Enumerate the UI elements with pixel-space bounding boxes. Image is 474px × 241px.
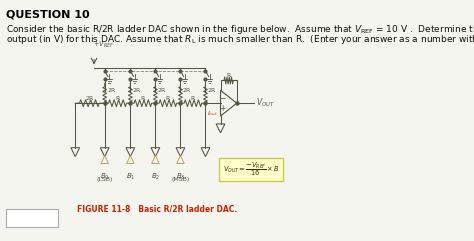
Text: $+V_{REF}$: $+V_{REF}$ bbox=[93, 40, 114, 50]
Text: $V_{OUT}$: $V_{OUT}$ bbox=[255, 97, 274, 109]
Text: 2R: 2R bbox=[133, 88, 141, 93]
Text: $B_0$: $B_0$ bbox=[100, 171, 109, 182]
Text: FIGURE 11-8   Basic R/2R ladder DAC.: FIGURE 11-8 Basic R/2R ladder DAC. bbox=[76, 204, 237, 213]
Text: $I_{out}$: $I_{out}$ bbox=[208, 109, 219, 118]
Text: QUESTION 10: QUESTION 10 bbox=[6, 9, 90, 19]
Text: R: R bbox=[166, 96, 170, 101]
Text: Consider the basic R/2R ladder DAC shown in the figure below.  Assume that $V_{\: Consider the basic R/2R ladder DAC shown… bbox=[6, 23, 474, 36]
FancyBboxPatch shape bbox=[6, 209, 58, 227]
Text: $B_3$: $B_3$ bbox=[176, 171, 185, 182]
Text: 2R: 2R bbox=[107, 88, 116, 93]
Text: $V_{OUT} = \dfrac{-V_{REF}}{16} \times B$: $V_{OUT} = \dfrac{-V_{REF}}{16} \times B… bbox=[223, 161, 280, 178]
Text: 2R: 2R bbox=[183, 88, 191, 93]
Text: R: R bbox=[141, 96, 145, 101]
Text: +: + bbox=[219, 104, 226, 113]
Text: R: R bbox=[227, 73, 231, 78]
Text: $B_2$: $B_2$ bbox=[151, 171, 160, 182]
Text: 2R: 2R bbox=[158, 88, 166, 93]
Text: R: R bbox=[191, 96, 195, 101]
Text: 2R: 2R bbox=[208, 88, 216, 93]
Text: (LSB): (LSB) bbox=[97, 177, 113, 182]
Text: output (in V) for this DAC. Assume that $R_{\rm L}$ is much smaller than R.  (En: output (in V) for this DAC. Assume that … bbox=[6, 33, 474, 46]
Text: $B_1$: $B_1$ bbox=[126, 171, 135, 182]
Text: (MSB): (MSB) bbox=[171, 177, 190, 182]
Text: −: − bbox=[219, 94, 226, 103]
FancyBboxPatch shape bbox=[219, 158, 283, 181]
Text: R: R bbox=[115, 96, 119, 101]
Text: 2R: 2R bbox=[85, 96, 93, 101]
